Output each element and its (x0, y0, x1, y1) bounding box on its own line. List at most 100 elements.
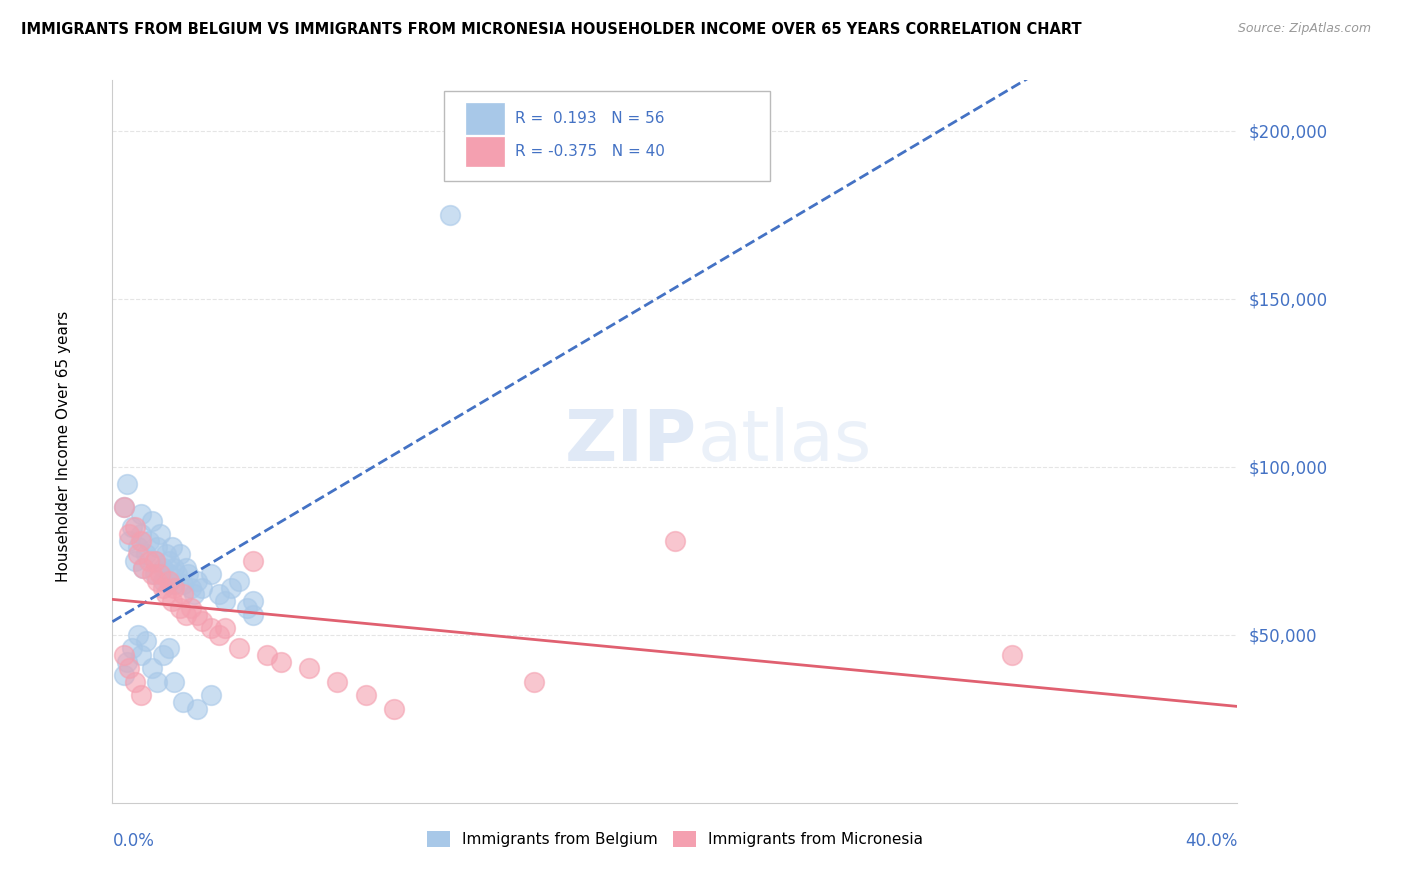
Point (127, 547, 149, 561)
Point (382, 702, 405, 716)
Point (166, 567, 188, 582)
Point (118, 527, 141, 541)
Point (157, 554, 180, 568)
Point (228, 641, 250, 656)
Point (172, 577, 194, 591)
Point (200, 621, 222, 635)
Point (155, 547, 177, 561)
Point (152, 574, 174, 588)
Point (200, 688, 222, 702)
FancyBboxPatch shape (444, 91, 770, 181)
Point (115, 655, 138, 669)
Point (180, 581, 202, 595)
Point (163, 674, 186, 689)
Point (157, 574, 180, 588)
Text: R =  0.193   N = 56: R = 0.193 N = 56 (515, 112, 665, 126)
Point (141, 661, 163, 675)
Point (186, 574, 208, 588)
Point (141, 567, 163, 582)
Point (152, 560, 174, 574)
Point (186, 702, 208, 716)
Point (214, 621, 236, 635)
Point (132, 560, 155, 574)
Point (183, 587, 205, 601)
Point (326, 674, 349, 689)
Point (152, 581, 174, 595)
Point (163, 581, 186, 595)
Point (138, 554, 160, 568)
Point (214, 594, 236, 608)
Point (172, 587, 194, 601)
Point (200, 567, 222, 582)
Point (129, 527, 152, 541)
Point (143, 554, 166, 568)
Legend: Immigrants from Belgium, Immigrants from Micronesia: Immigrants from Belgium, Immigrants from… (420, 825, 929, 853)
Point (112, 648, 135, 662)
Point (664, 533, 686, 548)
Point (127, 628, 149, 642)
Point (127, 541, 149, 555)
Point (180, 600, 202, 615)
Text: IMMIGRANTS FROM BELGIUM VS IMMIGRANTS FROM MICRONESIA HOUSEHOLDER INCOME OVER 65: IMMIGRANTS FROM BELGIUM VS IMMIGRANTS FR… (21, 22, 1081, 37)
Point (124, 674, 146, 689)
Point (172, 695, 194, 709)
Point (174, 560, 197, 574)
Point (129, 533, 152, 548)
Point (112, 500, 135, 514)
Point (146, 541, 169, 555)
Point (242, 594, 264, 608)
Text: ZIP: ZIP (565, 407, 697, 476)
Point (149, 567, 172, 582)
Point (169, 547, 191, 561)
Point (143, 567, 166, 582)
Point (174, 607, 197, 622)
Point (242, 607, 264, 622)
Point (124, 554, 146, 568)
Point (163, 577, 186, 591)
Point (242, 554, 264, 568)
Point (228, 574, 250, 588)
Point (135, 634, 157, 648)
Point (135, 547, 157, 561)
Point (160, 541, 183, 555)
Point (112, 668, 135, 682)
Point (124, 520, 146, 534)
Point (132, 560, 155, 574)
Point (270, 655, 292, 669)
Text: 0.0%: 0.0% (112, 831, 155, 850)
Point (152, 648, 174, 662)
FancyBboxPatch shape (465, 136, 503, 166)
Point (141, 514, 163, 528)
Text: Source: ZipAtlas.com: Source: ZipAtlas.com (1237, 22, 1371, 36)
Point (157, 641, 180, 656)
Point (146, 574, 169, 588)
Point (143, 554, 166, 568)
Point (1001, 648, 1024, 662)
Point (186, 607, 208, 622)
Point (118, 533, 141, 548)
Point (129, 507, 152, 521)
Point (236, 600, 259, 615)
Point (169, 600, 191, 615)
Point (155, 587, 177, 601)
Point (523, 674, 546, 689)
Point (121, 520, 143, 534)
Point (146, 674, 169, 689)
Point (121, 641, 143, 656)
Point (163, 560, 186, 574)
Text: 40.0%: 40.0% (1185, 831, 1237, 850)
Point (138, 533, 160, 548)
Point (191, 581, 214, 595)
Point (256, 648, 278, 662)
Point (129, 688, 152, 702)
Point (354, 688, 377, 702)
Point (298, 661, 321, 675)
Point (191, 615, 214, 629)
Point (118, 661, 141, 675)
Point (115, 476, 138, 491)
Point (129, 648, 152, 662)
Point (160, 594, 183, 608)
Point (149, 527, 172, 541)
Point (208, 587, 231, 601)
Point (219, 581, 242, 595)
